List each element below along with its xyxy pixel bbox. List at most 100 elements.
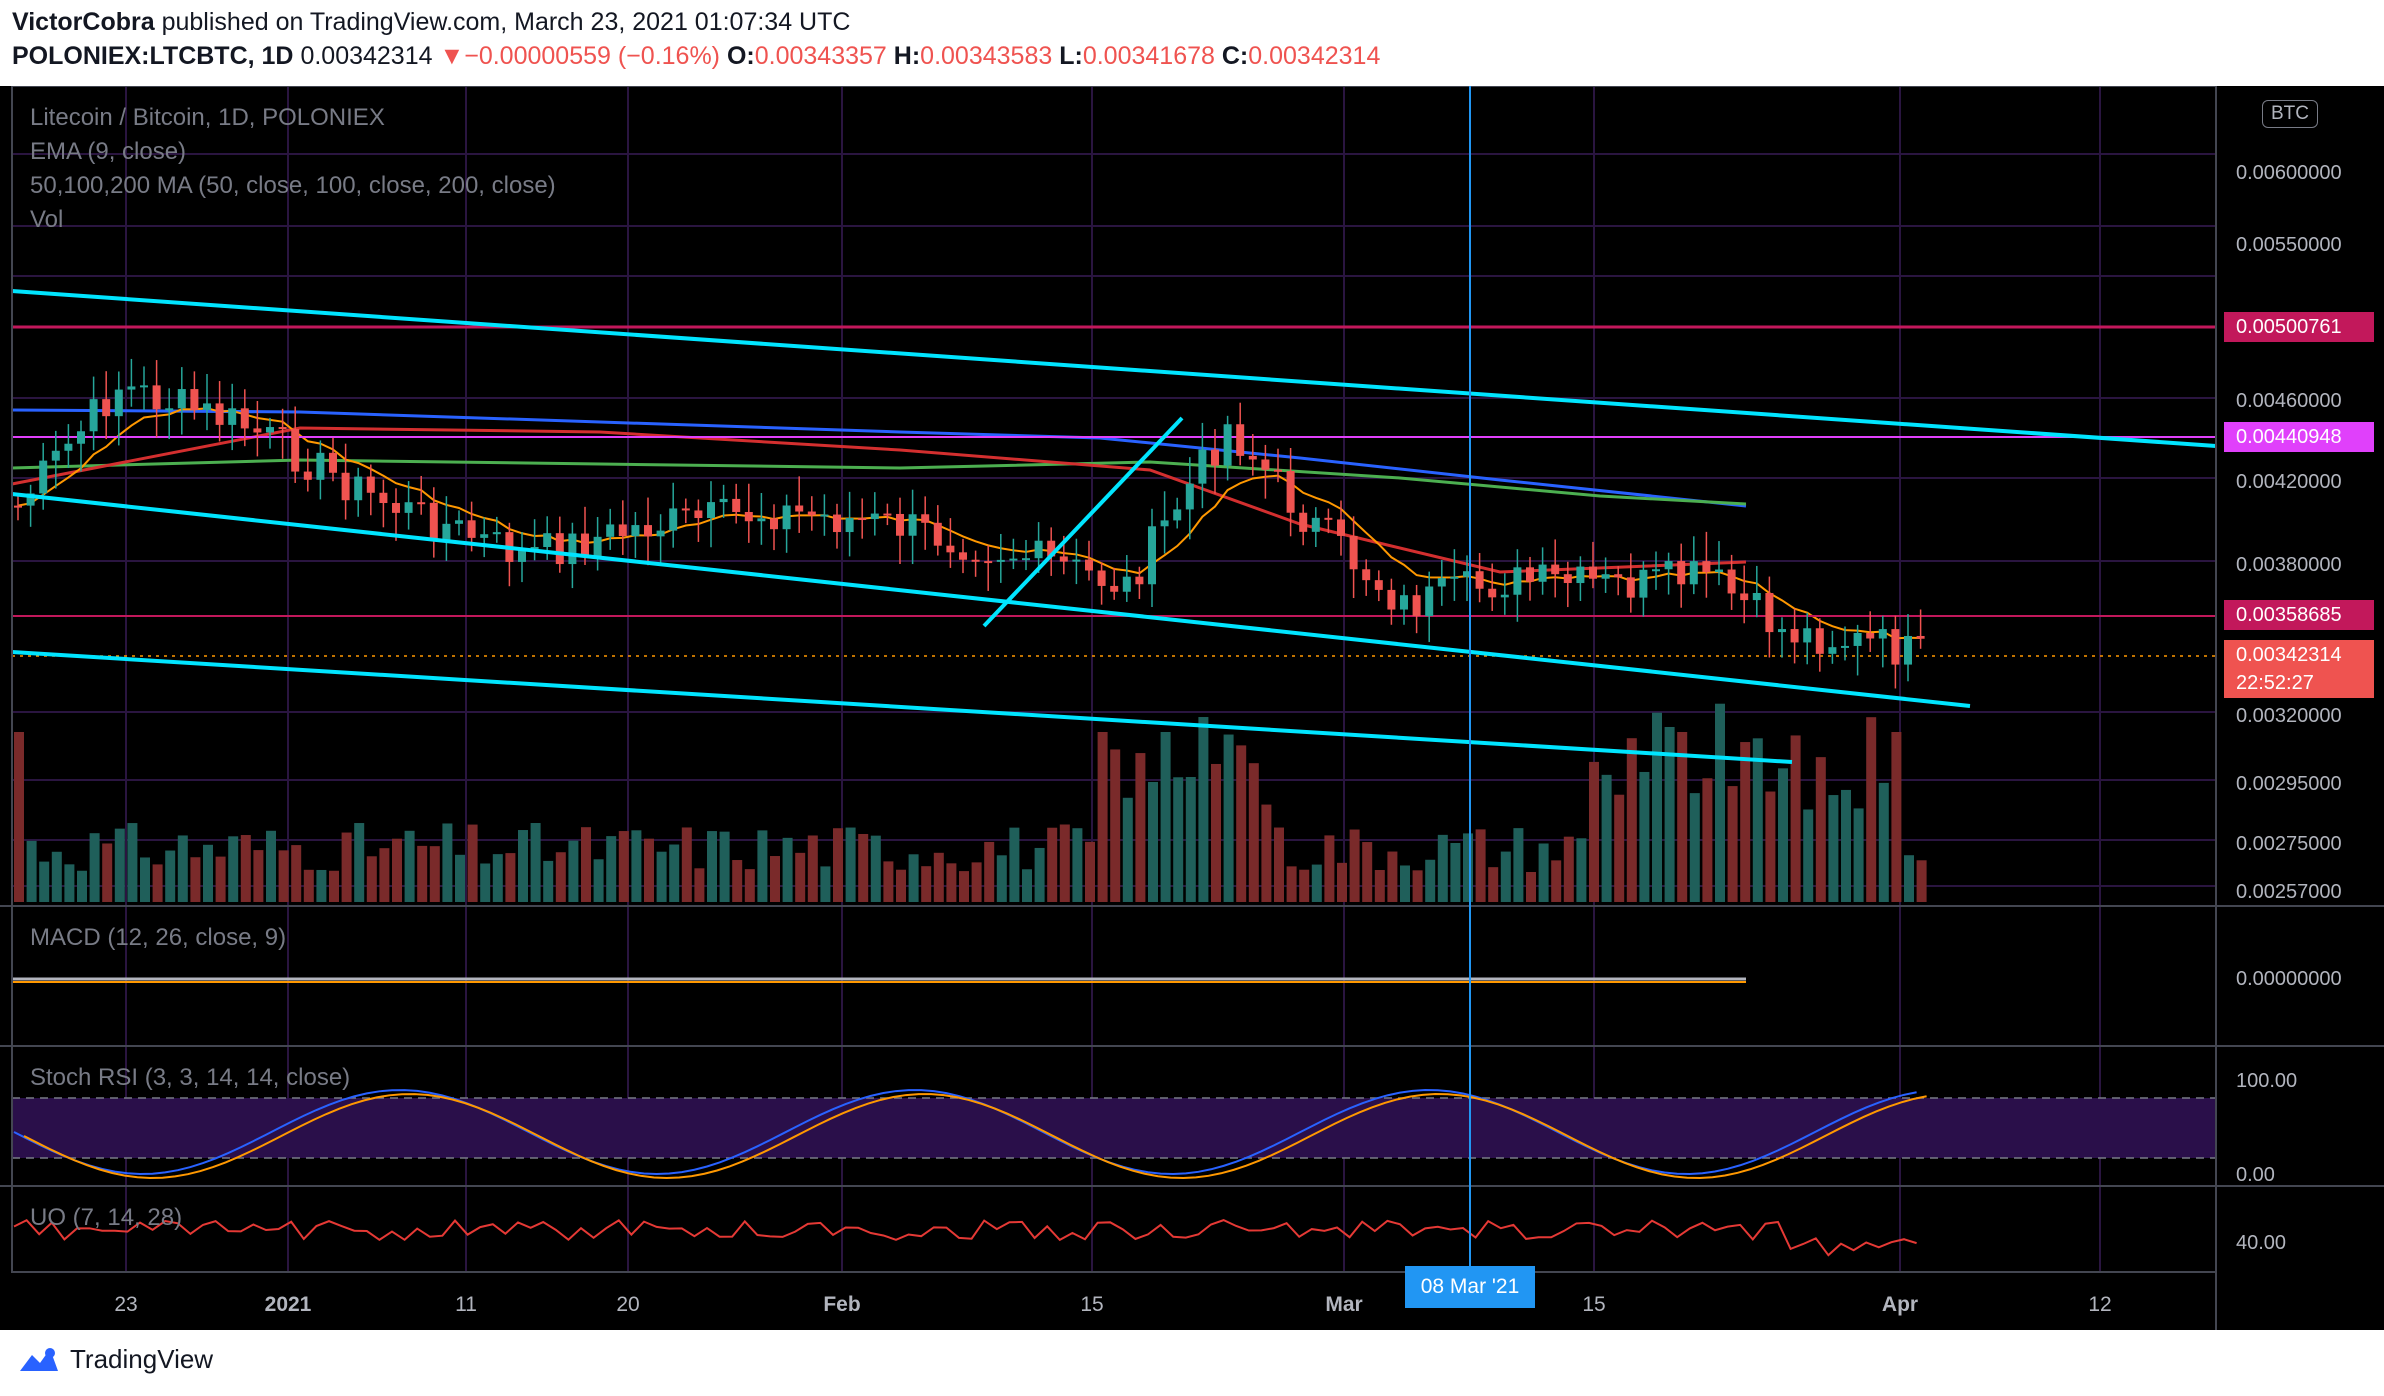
volume-bar — [908, 854, 919, 902]
candle-body — [316, 452, 325, 480]
candle-body — [341, 472, 350, 501]
candle-body — [1274, 469, 1282, 472]
time-label: 15 — [1080, 1293, 1104, 1316]
volume-bar — [883, 861, 894, 902]
volume-bar — [1538, 843, 1549, 902]
volume-bar — [140, 857, 150, 902]
volume-bar — [278, 850, 289, 902]
candle-body — [77, 431, 85, 444]
author-name[interactable]: VictorCobra — [12, 8, 155, 36]
uo-legend[interactable]: UO (7, 14, 28) — [30, 1204, 183, 1231]
candle-body — [1891, 629, 1900, 665]
volume-bar — [1526, 871, 1536, 902]
volume-bar — [1311, 864, 1322, 902]
candle-body — [1236, 424, 1245, 456]
close-value: 0.00342314 — [1248, 42, 1381, 70]
volume-bar — [795, 852, 806, 902]
candle-body — [707, 502, 715, 519]
candlesticks[interactable] — [14, 358, 1925, 689]
ema-legend[interactable]: EMA (9, close) — [30, 138, 187, 165]
volume-bar — [417, 845, 428, 902]
tradingview-wordmark: TradingView — [70, 1344, 214, 1374]
volume-bar — [1828, 795, 1839, 902]
candle-body — [102, 399, 111, 417]
chart-canvas[interactable] — [0, 86, 2384, 1330]
candle-body — [39, 460, 48, 494]
volume-bar — [1400, 865, 1410, 902]
volume-bar — [1626, 738, 1637, 902]
chart-area[interactable]: Litecoin / Bitcoin, 1D, POLONIEX EMA (9,… — [0, 86, 2384, 1330]
currency-badge[interactable]: BTC — [2262, 100, 2318, 128]
candle-body — [404, 502, 413, 513]
candle-body — [1815, 628, 1824, 654]
candle-body — [1677, 561, 1686, 585]
chart-title[interactable]: Litecoin / Bitcoin, 1D, POLONIEX — [30, 104, 385, 131]
candle-body — [1904, 635, 1912, 665]
pane-frames — [0, 86, 2384, 1330]
publish-line: VictorCobra published on TradingView.com… — [12, 8, 850, 37]
candle-body — [1664, 561, 1673, 570]
volume-bar — [1740, 742, 1751, 902]
candle-body — [14, 505, 22, 508]
volume-bar — [1601, 774, 1612, 902]
volume-bar — [694, 868, 705, 902]
volume-bar — [1211, 763, 1221, 902]
candle-body — [1626, 577, 1635, 598]
open-label: O: — [726, 42, 755, 70]
candle-body — [946, 545, 955, 553]
volume-bar — [303, 869, 314, 902]
stoch-legend[interactable]: Stoch RSI (3, 3, 14, 14, close) — [30, 1064, 351, 1091]
volume-bar — [1286, 866, 1297, 902]
macd-legend[interactable]: MACD (12, 26, close, 9) — [30, 924, 287, 951]
price-tick: 0.00420000 — [2236, 471, 2342, 493]
price-tick: 0.00275000 — [2236, 833, 2342, 855]
candle-body — [1538, 564, 1547, 582]
candle-body — [329, 452, 337, 473]
volume-bar — [681, 827, 692, 902]
volume-bar — [1652, 712, 1662, 902]
candle-body — [1110, 585, 1119, 592]
volume-bar — [228, 836, 239, 902]
tradingview-cloud-icon — [20, 1347, 58, 1371]
candle-body — [732, 498, 741, 512]
volume-bar — [1513, 828, 1524, 902]
volume-bar — [770, 856, 780, 902]
candle-body — [1374, 580, 1383, 590]
candle-body — [455, 520, 463, 524]
candle-body — [921, 514, 930, 523]
volume-bar — [530, 823, 541, 902]
horizontal-levels[interactable] — [12, 325, 2216, 657]
candle-body — [1576, 566, 1585, 584]
candle-body — [291, 429, 300, 472]
candle-body — [555, 533, 564, 565]
candle-body — [1349, 535, 1358, 570]
candle-body — [278, 427, 287, 430]
candle-body — [1475, 571, 1484, 589]
volume-bar — [555, 852, 566, 902]
time-label: Mar — [1325, 1293, 1363, 1316]
chart-header: VictorCobra published on TradingView.com… — [0, 0, 2384, 86]
vol-legend[interactable]: Vol — [30, 206, 64, 233]
candle-body — [1337, 519, 1345, 536]
candle-body — [1551, 564, 1560, 575]
ohlc-line: POLONIEX:LTCBTC, 1D 0.00342314 ▼−0.00000… — [12, 42, 1380, 71]
candle-body — [1047, 540, 1056, 557]
volume-bar — [1853, 808, 1864, 902]
candle-body — [1412, 595, 1421, 617]
volume-bar — [240, 835, 251, 902]
candle-body — [681, 508, 690, 511]
trend-lines[interactable] — [11, 289, 2217, 764]
candle-body — [593, 536, 602, 557]
volume-bar — [1072, 828, 1083, 902]
candle-body — [1752, 593, 1761, 601]
volume-bar — [984, 841, 995, 902]
volume-bar — [127, 823, 138, 902]
volume-bar — [933, 852, 944, 902]
candle-body — [1853, 632, 1862, 646]
volume-bar — [732, 860, 743, 902]
candle-body — [1614, 574, 1623, 578]
volume-bar — [1463, 833, 1473, 902]
volume-bar — [1878, 782, 1889, 902]
tradingview-logo[interactable]: TradingView — [16, 1344, 213, 1375]
ma-legend[interactable]: 50,100,200 MA (50, close, 100, close, 20… — [30, 172, 556, 199]
